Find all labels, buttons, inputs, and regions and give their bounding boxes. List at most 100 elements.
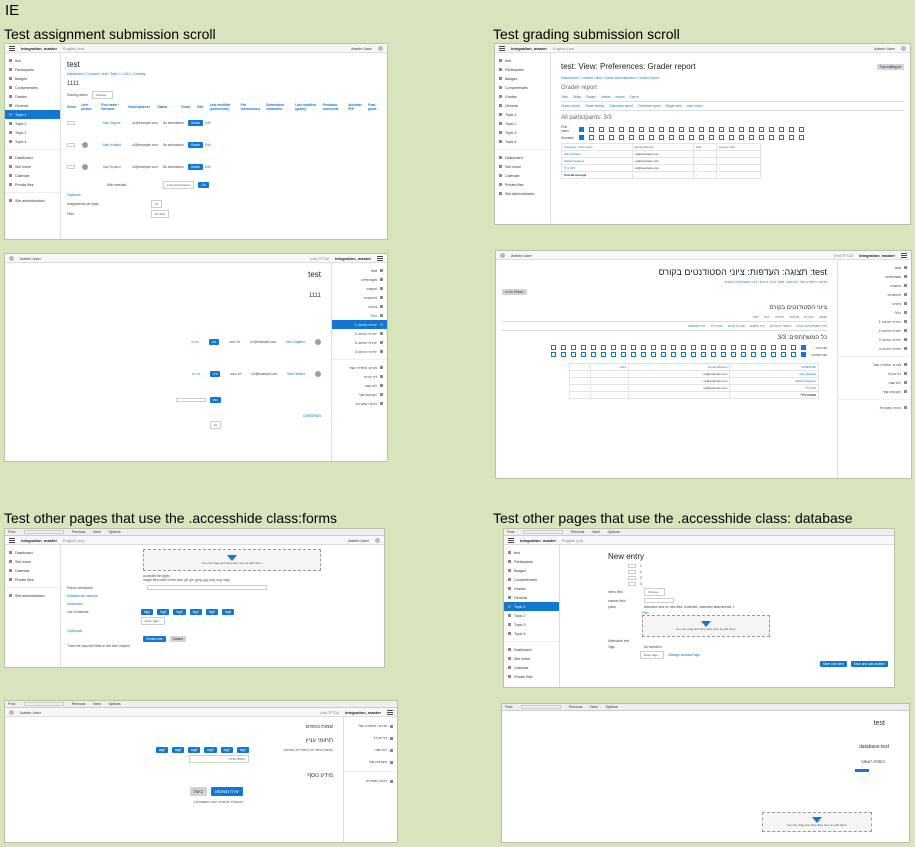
col-header[interactable]: Annotate PDF [348,103,362,111]
drawer-item[interactable]: Calendar [504,663,559,672]
menu-icon[interactable] [9,45,15,51]
col-header[interactable]: Email address [128,105,150,109]
radio-option[interactable] [628,582,636,586]
selected-option[interactable] [855,769,869,772]
grade-cell[interactable]: - [589,384,630,392]
tab-setup[interactable]: Setup [572,95,582,99]
drawer-item[interactable]: Dashboard [504,645,559,654]
number-field-input[interactable] [644,598,674,603]
menu-icon[interactable] [901,252,907,258]
drawer-item[interactable]: Competencies [495,83,550,92]
files-folder[interactable]: Files [642,611,649,615]
user-name[interactable]: Maz Gagner [103,121,121,125]
drawer-item[interactable]: מיומנויות [838,290,911,299]
language-menu[interactable]: עברית (he) [834,252,853,258]
find-input[interactable] [23,702,64,706]
file-dropzone[interactable]: You can drag and drop files here to add … [642,615,770,637]
tab-grade-history[interactable]: Grade history [585,104,605,108]
drawer-item[interactable]: ציונים [838,299,911,308]
drawer-item[interactable]: הישגים [332,284,387,293]
drawer-item[interactable]: יחידת הוראה 3 [838,335,911,344]
user-name[interactable]: Maz Saganer [286,340,305,344]
drawer-item[interactable]: הישגים [838,281,911,290]
tab-user-report[interactable]: User report [686,104,703,108]
user-menu[interactable]: Admin User [348,537,369,543]
grade-cell[interactable]: - [589,370,630,378]
drawer-item[interactable]: מרחבי הלמידה שלי [344,720,397,732]
drawer-item[interactable]: Topic 4 [504,629,559,638]
grade-cell[interactable]: - [692,150,717,158]
user-menu[interactable]: Admin User [20,255,41,261]
menu-icon[interactable] [499,45,505,51]
optional-section[interactable]: מידע נוסף [307,773,333,779]
initial-all[interactable] [579,135,584,140]
drawer-item[interactable]: Dashboard [5,153,60,162]
optional-section[interactable]: Optional [67,628,82,633]
tab-scales[interactable]: Scales [586,95,596,99]
user-name[interactable]: Mettet Saganer [729,377,819,385]
drawer-item[interactable]: Topic 3 [504,620,559,629]
breadcrumb[interactable]: Dashboard / Courses / test / Topic 1 / 1… [67,72,146,76]
drawer-item[interactable]: Private files [5,180,60,189]
tab-single-view[interactable]: מבט יחיד [710,324,723,328]
tag-chip[interactable]: tag1 [141,609,154,615]
tab-outcomes[interactable]: דוח הישגים [749,324,765,328]
col-header[interactable]: Feedback comments [322,103,339,111]
tab-view[interactable]: תצוגה [818,315,827,319]
drawer-item[interactable]: test [838,263,911,272]
options-button[interactable]: Options [607,530,620,534]
file-dropzone[interactable]: You can drag and drop files here to add … [143,549,321,571]
initial-all[interactable] [801,352,806,357]
tab-import[interactable]: Import [615,95,625,99]
previous-button[interactable]: Previous [568,705,583,709]
tab-overview[interactable]: סקירת ציונים [727,324,745,328]
bulk-action-select[interactable] [175,398,206,402]
edit-menu[interactable]: Edit [205,165,211,169]
tag-chip[interactable]: tag3 [173,609,186,615]
language-menu[interactable]: English (en) [63,537,85,543]
col-header[interactable]: Select [67,105,77,109]
radio-option[interactable] [628,570,636,574]
language-menu[interactable]: English (en) [63,45,85,51]
site-brand[interactable]: integration_master [334,255,371,261]
grade-button[interactable]: Grade [188,120,203,126]
user-menu[interactable]: Admin User [874,45,895,51]
col-header[interactable]: Submission comments [266,103,285,111]
radio-option[interactable] [628,576,636,580]
tag-chip[interactable]: tag4 [188,747,201,753]
row-checkbox[interactable] [67,120,75,125]
tags-input[interactable]: הוסיפו תגיות... [189,755,249,763]
tab-overview[interactable]: Overview report [638,104,661,108]
next-button[interactable]: Next [592,530,600,534]
col-header[interactable]: User picture [81,103,92,111]
user-name[interactable]: אנה בילי [729,384,819,392]
tag-chip[interactable]: tag5 [205,609,219,615]
file-dropzone[interactable]: You can drag and drop files here to add … [762,812,872,832]
tag-chip[interactable]: tag3 [204,747,217,753]
drawer-item[interactable]: General [5,101,60,110]
language-menu[interactable]: English (en) [562,537,584,543]
col-header[interactable]: Edit [197,105,204,109]
col-header[interactable]: Final grade [367,103,377,111]
filter-select[interactable]: No filter [151,210,170,218]
drawer-item[interactable]: Site home [504,654,559,663]
drawer-item[interactable]: Grades [495,92,550,101]
drawer-item[interactable]: test [332,266,387,275]
drawer-item[interactable]: ניהול המערכת [332,399,387,408]
drawer-item[interactable]: Grades [5,92,60,101]
grade-button[interactable]: ציון [210,371,221,377]
drawer-item[interactable]: Competencies [504,575,559,584]
drawer-item[interactable]: Participants [5,65,60,74]
drawer-item[interactable]: יחידת הוראה 3 [332,338,387,347]
additional-names-section[interactable]: שמות נוספים [305,724,333,730]
drawer-item[interactable]: Competencies [5,83,60,92]
drawer-item[interactable]: כללי [838,308,911,317]
tags-input[interactable]: Enter tags... [141,617,166,625]
find-input[interactable] [520,705,561,709]
col-header[interactable]: שם משפחה [729,363,819,371]
edit-menu[interactable]: Edit [205,143,211,147]
drawer-item[interactable]: Site administration [5,196,60,205]
drawer-item[interactable]: יחידת הוראה 4 [838,344,911,353]
user-menu[interactable]: Admin User [511,252,532,258]
menu-icon[interactable] [9,537,15,543]
